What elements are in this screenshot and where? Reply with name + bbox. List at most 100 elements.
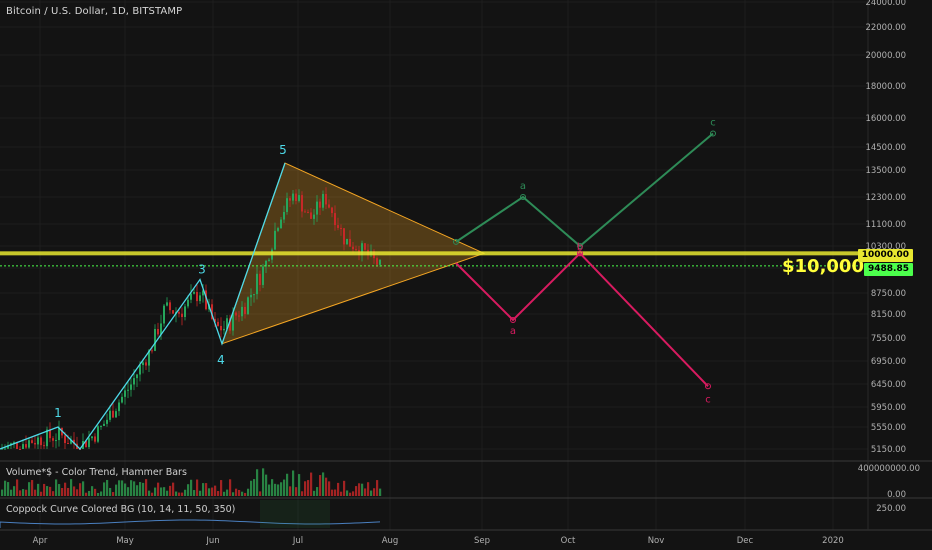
volume-bar [346, 490, 349, 496]
volume-bar [94, 488, 97, 496]
candle-body [286, 198, 288, 212]
volume-bar [241, 491, 244, 496]
volume-bar [46, 486, 49, 496]
y-tick-label: 12300.00 [865, 193, 906, 203]
y-tick-label: 14500.00 [865, 143, 906, 153]
volume-bar [103, 482, 106, 496]
candle-body [88, 438, 90, 448]
volume-bar [199, 490, 202, 496]
volume-bar [220, 480, 223, 496]
volume-bar [106, 479, 109, 496]
y-tick-label: 16000.00 [865, 114, 906, 124]
candle-body [361, 243, 363, 256]
volume-bar [313, 490, 316, 496]
wave-label-4: 4 [217, 353, 225, 367]
bear-scenario-point [510, 317, 516, 323]
candle-body [28, 440, 30, 448]
volume-bar [373, 488, 376, 496]
candle-body [13, 442, 15, 444]
x-tick-label: Jun [205, 536, 219, 546]
volume-bar [109, 487, 112, 496]
volume-bar [310, 472, 313, 496]
y-tick-label: 400000000.00 [858, 464, 920, 474]
volume-bar [70, 479, 73, 496]
candle-body [292, 193, 294, 201]
volume-bar [343, 480, 346, 496]
volume-bar [268, 484, 271, 496]
candle-body [364, 243, 366, 250]
candle-body [34, 442, 36, 445]
volume-bar [76, 489, 79, 496]
x-tick-label: Dec [737, 536, 754, 546]
volume-bar [367, 482, 370, 496]
chart-title: Bitcoin / U.S. Dollar, 1D, BITSTAMP [6, 6, 183, 17]
volume-bar [376, 480, 379, 496]
volume-bar [139, 482, 142, 496]
volume-bar [184, 489, 187, 496]
volume-bar [52, 491, 55, 496]
volume-bar [58, 484, 61, 496]
candle-body [58, 427, 60, 441]
x-tick-label: Sep [474, 536, 490, 546]
y-tick-label: 0.00 [887, 490, 906, 500]
volume-bar [244, 492, 247, 496]
candle-body [232, 312, 234, 331]
candle-body [295, 193, 297, 201]
volume-bar [7, 482, 10, 496]
candle-body [202, 290, 204, 296]
candle-body [118, 402, 120, 412]
volume-bar [283, 479, 286, 496]
candle-body [163, 305, 165, 324]
candle-body [106, 419, 108, 424]
candle-body [220, 325, 222, 331]
candle-body [94, 436, 96, 442]
volume-bar [172, 482, 175, 496]
volume-bar [238, 489, 241, 496]
candle-body [244, 306, 246, 315]
candle-body [1, 448, 3, 450]
bear-scenario-line [455, 251, 709, 387]
volume-bar [214, 485, 217, 496]
volume-bar [142, 482, 145, 496]
volume-bar [25, 489, 28, 496]
volume-bar [226, 489, 229, 496]
volume-bar [259, 491, 262, 496]
candle-body [160, 323, 162, 335]
y-tick-label: 5550.00 [871, 423, 906, 433]
volume-bar [166, 490, 169, 496]
bear-label-c: c [705, 394, 711, 405]
candle-body [154, 328, 156, 351]
candle-body [337, 225, 339, 228]
volume-bar [325, 477, 328, 496]
volume-bar [88, 490, 91, 496]
candle-body [178, 312, 180, 314]
candle-body [187, 299, 189, 307]
volume-bar [121, 480, 124, 496]
volume-bar [379, 488, 382, 496]
volume-bar [364, 488, 367, 496]
coppock-indicator-label[interactable]: Coppock Curve Colored BG (10, 14, 11, 50… [6, 504, 236, 515]
candle-body [349, 238, 351, 247]
volume-indicator-label[interactable]: Volume*$ - Color Trend, Hammer Bars [6, 467, 187, 478]
volume-bar [274, 483, 277, 496]
candle-body [169, 302, 171, 311]
y-tick-label: 24000.00 [865, 0, 906, 8]
candle-body [253, 294, 255, 296]
wave-label-1: 1 [54, 406, 62, 420]
volume-bar [91, 486, 94, 496]
volume-bar [49, 486, 52, 496]
volume-bar [280, 482, 283, 496]
candle-body [268, 259, 270, 261]
volume-bar [295, 487, 298, 496]
volume-bar [115, 484, 118, 496]
candle-body [376, 258, 378, 265]
candle-body [109, 410, 111, 420]
volume-bar [277, 484, 280, 496]
candle-body [70, 439, 72, 444]
candle-body [121, 396, 123, 403]
candle-body [259, 273, 261, 285]
candle-body [181, 313, 183, 317]
candle-body [379, 259, 381, 265]
